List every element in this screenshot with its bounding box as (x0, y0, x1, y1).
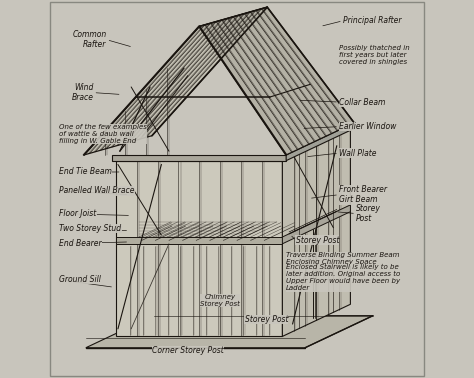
Text: Principal Rafter: Principal Rafter (343, 16, 401, 25)
Text: Storey Post: Storey Post (245, 315, 288, 324)
Text: Ground Sill: Ground Sill (59, 275, 101, 284)
Text: One of the few examples
of wattle & daub wall
filling in W. Gable End: One of the few examples of wattle & daub… (59, 124, 147, 144)
Text: Floor Joist: Floor Joist (59, 209, 97, 218)
Polygon shape (86, 316, 373, 348)
Text: Storey
Post: Storey Post (356, 204, 381, 223)
Polygon shape (286, 123, 354, 161)
Text: Storey Post: Storey Post (296, 235, 339, 245)
Text: Two Storey Stud: Two Storey Stud (59, 224, 121, 233)
Text: Wall Plate: Wall Plate (339, 149, 376, 158)
Text: Traverse Binding Summer Beam
Enclosing Chimney Space: Traverse Binding Summer Beam Enclosing C… (286, 253, 400, 265)
Text: Common
Rafter: Common Rafter (73, 30, 107, 50)
Text: Front Bearer
Girt Beam: Front Bearer Girt Beam (339, 185, 387, 204)
Text: Earlier Window: Earlier Window (339, 122, 396, 131)
Text: End Tie Beam: End Tie Beam (59, 167, 112, 177)
Text: Corner Storey Post: Corner Storey Post (152, 346, 224, 355)
Text: Enclosed Stairwell is likely to be
later addition. Original access to
Upper Floo: Enclosed Stairwell is likely to be later… (286, 264, 401, 291)
Polygon shape (283, 205, 350, 244)
Text: End Bearer: End Bearer (59, 239, 102, 248)
Text: Chimney
Storey Post: Chimney Storey Post (200, 294, 240, 307)
Polygon shape (84, 7, 267, 155)
Polygon shape (116, 161, 283, 336)
Text: Wind
Brace: Wind Brace (72, 83, 93, 102)
Polygon shape (283, 129, 350, 336)
Text: Collar Beam: Collar Beam (339, 98, 385, 107)
Text: Possibly thatched in
first years but later
covered in shingles: Possibly thatched in first years but lat… (339, 45, 410, 65)
Polygon shape (112, 155, 286, 161)
Text: Panelled Wall Brace: Panelled Wall Brace (59, 186, 135, 195)
Polygon shape (199, 7, 354, 155)
Polygon shape (116, 237, 283, 244)
